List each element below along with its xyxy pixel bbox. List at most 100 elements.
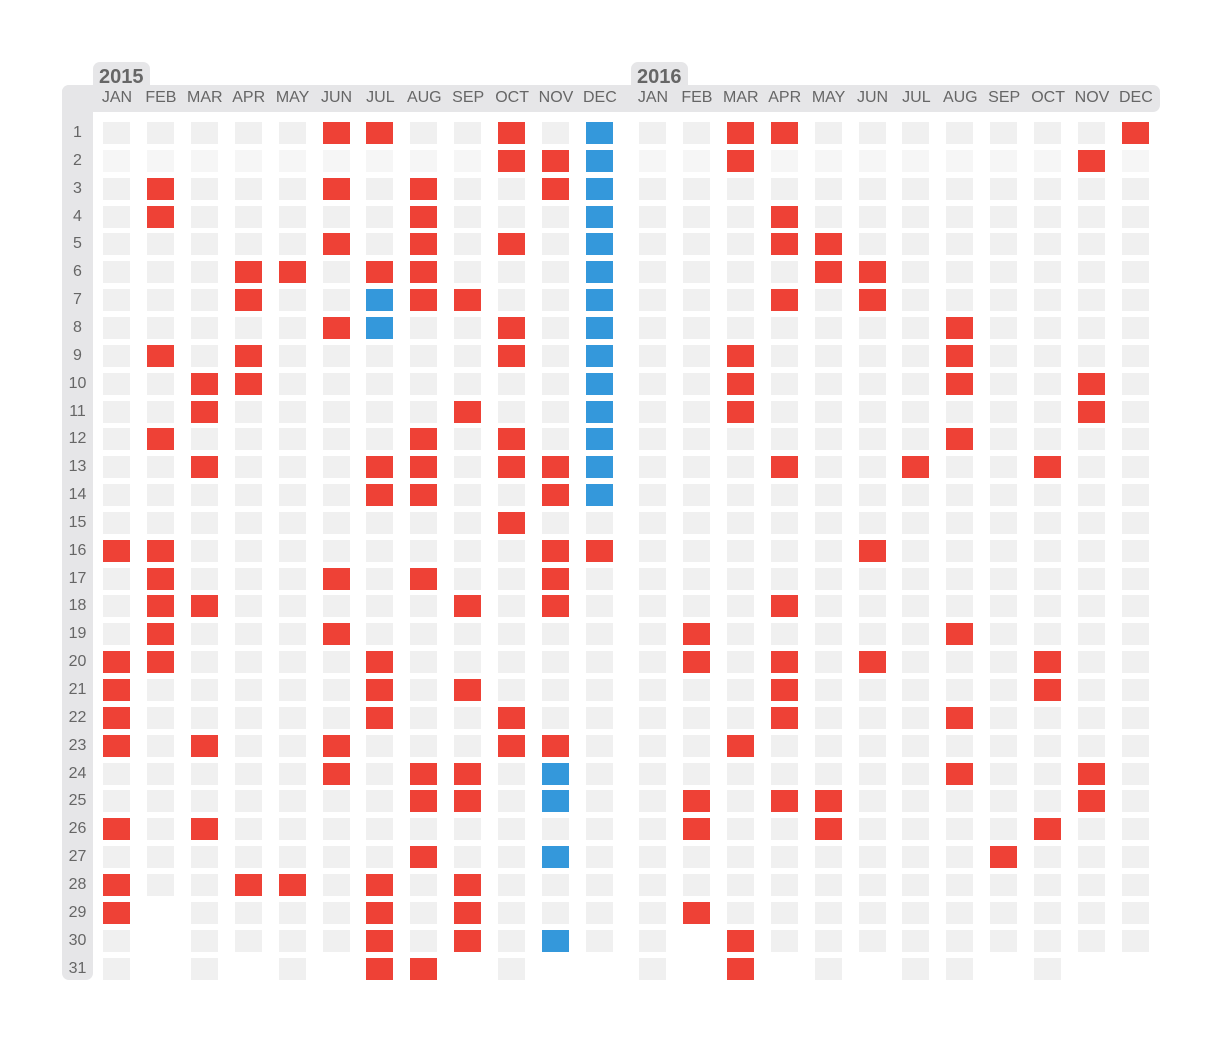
day-cell-2015-aug-25-red xyxy=(410,790,438,813)
day-cell-2016-jul-22-empty xyxy=(902,706,930,729)
day-cell-2016-nov-30-empty xyxy=(1078,929,1105,952)
day-cell-2016-aug-3-empty xyxy=(946,177,974,200)
day-cell-2016-nov-9-empty xyxy=(1078,344,1105,367)
day-cell-2015-jun-6-empty xyxy=(322,261,350,284)
day-cell-2015-sep-7-red xyxy=(454,289,482,312)
day-cell-2015-jan-29-red xyxy=(103,901,130,924)
day-cell-2016-dec-23-empty xyxy=(1121,734,1149,757)
day-cell-2016-jan-1-empty xyxy=(639,122,666,144)
day-cell-2016-may-5-red xyxy=(814,233,842,256)
day-cell-2015-aug-30-empty xyxy=(410,929,438,952)
day-cell-2016-dec-1-red xyxy=(1121,122,1149,144)
day-cell-2016-oct-14-empty xyxy=(1034,484,1062,507)
day-cell-2015-jan-15-empty xyxy=(103,511,130,534)
day-cell-2016-feb-16-empty xyxy=(682,539,710,562)
day-cell-2015-aug-13-red xyxy=(410,456,438,479)
day-cell-2015-oct-20-empty xyxy=(498,651,526,674)
day-cell-2015-nov-30-blue xyxy=(542,929,569,952)
day-cell-2015-nov-5-empty xyxy=(542,233,569,256)
day-cell-2015-may-17-empty xyxy=(278,567,306,590)
day-cell-2016-apr-4-red xyxy=(770,205,798,228)
day-cell-2016-aug-18-empty xyxy=(946,595,974,618)
day-cell-2015-apr-6-red xyxy=(234,261,262,284)
day-cell-2015-apr-26-empty xyxy=(234,818,262,841)
day-cell-2015-nov-6-empty xyxy=(542,261,569,284)
month-label-2016-dec: DEC xyxy=(1119,89,1153,106)
day-cell-2015-may-2-empty xyxy=(278,149,306,172)
month-label-2016-jan: JAN xyxy=(637,89,669,106)
day-cell-2016-aug-21-empty xyxy=(946,679,974,701)
day-cell-2015-sep-13-empty xyxy=(454,456,482,479)
month-label-2015-may: MAY xyxy=(275,89,310,106)
day-cell-2016-nov-12-empty xyxy=(1078,428,1105,451)
day-cell-2015-dec-14-blue xyxy=(585,484,613,507)
day-cell-2016-apr-1-red xyxy=(770,122,798,144)
day-cell-2016-may-15-empty xyxy=(814,511,842,534)
day-cell-2016-mar-11-red xyxy=(726,400,754,423)
day-cell-2015-jan-27-empty xyxy=(103,846,130,869)
day-cell-2015-oct-13-red xyxy=(498,456,526,479)
day-cell-2015-dec-26-empty xyxy=(585,818,613,841)
day-cell-2016-oct-18-empty xyxy=(1034,595,1062,618)
day-cell-2015-oct-6-empty xyxy=(498,261,526,284)
day-cell-2016-jan-20-empty xyxy=(639,651,666,674)
day-cell-2016-sep-17-empty xyxy=(990,567,1018,590)
day-cell-2016-may-31-empty xyxy=(814,957,842,980)
day-cell-2016-jun-8-empty xyxy=(858,316,886,339)
day-cell-2016-nov-15-empty xyxy=(1078,511,1105,534)
day-cell-2016-nov-13-empty xyxy=(1078,456,1105,479)
day-cell-2015-apr-28-red xyxy=(234,873,262,896)
day-cell-2016-jul-15-empty xyxy=(902,511,930,534)
month-label-2016-mar: MAR xyxy=(723,89,759,106)
day-cell-2016-mar-27-empty xyxy=(726,846,754,869)
day-cell-2016-feb-25-red xyxy=(682,790,710,813)
day-cell-2016-jan-5-empty xyxy=(639,233,666,256)
day-cell-2016-jan-11-empty xyxy=(639,400,666,423)
day-cell-2016-apr-17-empty xyxy=(770,567,798,590)
day-cell-2015-mar-7-empty xyxy=(190,289,218,312)
day-cell-2016-aug-13-empty xyxy=(946,456,974,479)
day-cell-2016-oct-8-empty xyxy=(1034,316,1062,339)
day-cell-2016-oct-24-empty xyxy=(1034,762,1062,785)
day-cell-2016-apr-27-empty xyxy=(770,846,798,869)
day-cell-2016-jun-18-empty xyxy=(858,595,886,618)
day-cell-2015-sep-18-red xyxy=(454,595,482,618)
day-cell-2016-feb-15-empty xyxy=(682,511,710,534)
day-cell-2016-may-23-empty xyxy=(814,734,842,757)
day-cell-2016-may-14-empty xyxy=(814,484,842,507)
day-cell-2016-dec-7-empty xyxy=(1121,289,1149,312)
day-cell-2015-nov-18-red xyxy=(542,595,569,618)
day-cell-2015-nov-21-empty xyxy=(542,679,569,701)
day-cell-2015-sep-10-empty xyxy=(454,372,482,395)
day-cell-2016-mar-7-empty xyxy=(726,289,754,312)
day-cell-2016-sep-22-empty xyxy=(990,706,1018,729)
day-cell-2015-jul-18-empty xyxy=(366,595,394,618)
day-cell-2015-dec-17-empty xyxy=(585,567,613,590)
day-cell-2015-jan-5-empty xyxy=(103,233,130,256)
day-cell-2015-mar-5-empty xyxy=(190,233,218,256)
day-cell-2016-jan-29-empty xyxy=(639,901,666,924)
day-cell-2016-jun-24-empty xyxy=(858,762,886,785)
day-cell-2015-dec-25-empty xyxy=(585,790,613,813)
day-cell-2016-apr-13-red xyxy=(770,456,798,479)
day-cell-2016-apr-12-empty xyxy=(770,428,798,451)
day-cell-2016-feb-1-empty xyxy=(682,122,710,144)
day-cell-2016-jan-9-empty xyxy=(639,344,666,367)
day-cell-2015-may-22-empty xyxy=(278,706,306,729)
day-cell-2015-oct-4-empty xyxy=(498,205,526,228)
day-cell-2016-oct-28-empty xyxy=(1034,873,1062,896)
day-cell-2015-mar-24-empty xyxy=(190,762,218,785)
day-cell-2015-dec-5-blue xyxy=(585,233,613,256)
day-cell-2016-jan-17-empty xyxy=(639,567,666,590)
day-cell-2016-may-20-empty xyxy=(814,651,842,674)
day-cell-2015-may-7-empty xyxy=(278,289,306,312)
day-cell-2015-apr-4-empty xyxy=(234,205,262,228)
day-cell-2015-aug-28-empty xyxy=(410,873,438,896)
day-cell-2016-apr-22-red xyxy=(770,706,798,729)
day-cell-2015-may-30-empty xyxy=(278,929,306,952)
day-cell-2015-feb-1-empty xyxy=(146,122,174,144)
day-cell-2016-may-24-empty xyxy=(814,762,842,785)
day-cell-2015-mar-9-empty xyxy=(190,344,218,367)
day-cell-2015-may-18-empty xyxy=(278,595,306,618)
day-cell-2015-aug-3-red xyxy=(410,177,438,200)
